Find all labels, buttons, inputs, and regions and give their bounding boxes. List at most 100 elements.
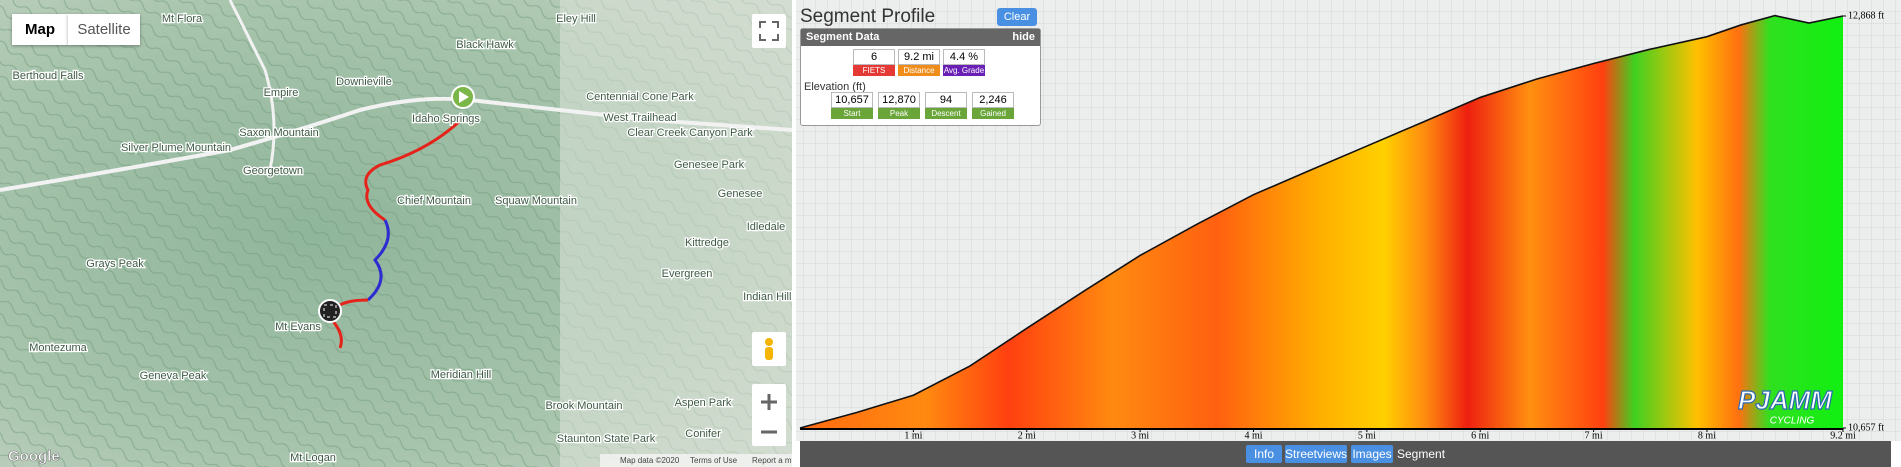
attribution-bg bbox=[600, 454, 792, 467]
place-label: Black Hawk bbox=[456, 39, 514, 51]
start-icon bbox=[459, 91, 469, 103]
stat-value: 6 bbox=[853, 49, 895, 65]
place-label: Clear Creek Canyon Park bbox=[627, 127, 753, 139]
stat: 9.2 mi Distance bbox=[898, 49, 940, 76]
place-label: Saxon Mountain bbox=[239, 127, 319, 139]
stat: 94 Descent bbox=[925, 92, 967, 119]
stat-label: Start bbox=[831, 108, 873, 119]
place-label: Mt Logan bbox=[290, 452, 336, 464]
finish-icon bbox=[323, 304, 337, 318]
elevation-title: Elevation (ft) bbox=[804, 81, 866, 93]
place-label: Genesee Park bbox=[674, 159, 745, 171]
tab[interactable]: Info bbox=[1246, 445, 1282, 463]
place-label: Kittredge bbox=[685, 237, 729, 249]
place-label: Downieville bbox=[336, 76, 392, 88]
stat-label: Distance bbox=[898, 65, 940, 76]
fullscreen-button[interactable] bbox=[752, 14, 786, 48]
place-label: Georgetown bbox=[243, 165, 303, 177]
stat: 6 FIETS bbox=[853, 49, 895, 76]
stat-label: Avg. Grade bbox=[943, 65, 985, 76]
place-label: Mt Flora bbox=[162, 13, 203, 25]
stat-value: 94 bbox=[925, 92, 967, 108]
route-red bbox=[364, 116, 465, 222]
box-header: Segment Data hide bbox=[801, 29, 1040, 46]
place-label: Idaho Springs bbox=[412, 113, 480, 125]
place-label: Eley Hill bbox=[556, 13, 596, 25]
place-label: Empire bbox=[264, 87, 299, 99]
logo: PJAMM bbox=[1738, 385, 1833, 415]
x-tick-label: 3 mi bbox=[1131, 430, 1149, 441]
clear-label: Clear bbox=[1004, 11, 1031, 23]
stat-value: 12,870 bbox=[878, 92, 920, 108]
tab[interactable]: Segment bbox=[1397, 445, 1446, 463]
stat-label: FIETS bbox=[853, 65, 895, 76]
segment-data-box: Segment Data hide 6 FIETS 9.2 mi Distance 4.4… bbox=[800, 28, 1041, 126]
box-title: Segment Data bbox=[806, 31, 880, 43]
place-label: Meridian Hill bbox=[431, 369, 492, 381]
logo-sub: CYCLING bbox=[1770, 416, 1815, 427]
place-label: Brook Mountain bbox=[545, 400, 622, 412]
place-label: Grays Peak bbox=[86, 258, 144, 270]
attribution: Report a map error bbox=[752, 456, 792, 465]
place-label: Montezuma bbox=[29, 342, 87, 354]
stat-label: Descent bbox=[925, 108, 967, 119]
place-label: Silver Plume Mountain bbox=[121, 142, 231, 154]
place-label: Geneva Peak bbox=[140, 370, 207, 382]
highway bbox=[0, 96, 792, 192]
road bbox=[228, 0, 276, 171]
x-tick-label: 7 mi bbox=[1585, 430, 1603, 441]
place-label: Mt Evans bbox=[275, 321, 321, 333]
x-tick-label: 1 mi bbox=[904, 430, 922, 441]
x-tick-label: 2 mi bbox=[1018, 430, 1036, 441]
place-label: Genesee bbox=[718, 188, 763, 200]
place-label: Evergreen bbox=[662, 268, 713, 280]
route-blue bbox=[366, 219, 390, 302]
place-label: Conifer bbox=[685, 428, 721, 440]
google-logo: Google bbox=[8, 448, 60, 465]
hide-button[interactable]: hide bbox=[1012, 31, 1035, 43]
pegman-body bbox=[765, 347, 773, 360]
place-label: Indian Hills bbox=[743, 291, 792, 303]
zoom-in[interactable] bbox=[761, 394, 777, 410]
place-label: Aspen Park bbox=[675, 397, 732, 409]
place-label: Centennial Cone Park bbox=[586, 91, 694, 103]
map-labels: Mt Flora Eley Hill Black Hawk Berthoud Fall… bbox=[11, 12, 792, 466]
finish-marker[interactable] bbox=[318, 299, 342, 323]
place-label: Staunton State Park bbox=[557, 433, 656, 445]
stat-value: 10,657 bbox=[831, 92, 873, 108]
stat: 12,870 Peak bbox=[878, 92, 920, 119]
stat-label: Peak bbox=[878, 108, 920, 119]
place-label: West Trailhead bbox=[603, 112, 676, 124]
place-label: Squaw Mountain bbox=[495, 195, 577, 207]
place-label: Berthoud Falls bbox=[13, 70, 84, 82]
clear-button[interactable] bbox=[997, 8, 1037, 26]
place-label: Chief Mountain bbox=[397, 195, 471, 207]
x-tick-label: 6 mi bbox=[1471, 430, 1489, 441]
stat: 2,246 Gained bbox=[972, 92, 1014, 119]
stat-value: 4.4 % bbox=[943, 49, 985, 65]
map-type-satellite[interactable]: Satellite bbox=[68, 14, 140, 45]
tab[interactable]: Streetviews bbox=[1285, 445, 1348, 463]
tab[interactable]: Images bbox=[1351, 445, 1393, 463]
y-tick-label: 12,868 ft bbox=[1848, 10, 1884, 21]
stat: 4.4 % Avg. Grade bbox=[943, 49, 985, 76]
x-tick-label: 5 mi bbox=[1358, 430, 1376, 441]
zoom-control bbox=[752, 384, 786, 446]
attribution: Map data ©2020 bbox=[620, 456, 680, 465]
x-tick-label: 9.2 mi bbox=[1830, 430, 1856, 441]
stat-label: Gained bbox=[972, 108, 1014, 119]
place-label: Idledale bbox=[747, 221, 786, 233]
y-tick-label: 10,657 ft bbox=[1848, 422, 1884, 433]
attribution: Terms of Use bbox=[690, 456, 738, 465]
map: Mt Flora Eley Hill Black Hawk Berthoud Fall… bbox=[0, 0, 792, 467]
map-type-map[interactable]: Map bbox=[12, 14, 68, 45]
pegman bbox=[765, 338, 773, 346]
stat: 10,657 Start bbox=[831, 92, 873, 119]
tab-bar: Info Streetviews Images Segment bbox=[800, 441, 1891, 467]
x-tick-label: 4 mi bbox=[1244, 430, 1262, 441]
stat-value: 2,246 bbox=[972, 92, 1014, 108]
x-tick-label: 8 mi bbox=[1698, 430, 1716, 441]
panel-title: Segment Profile bbox=[800, 6, 935, 27]
fullscreen-icon bbox=[759, 21, 779, 41]
